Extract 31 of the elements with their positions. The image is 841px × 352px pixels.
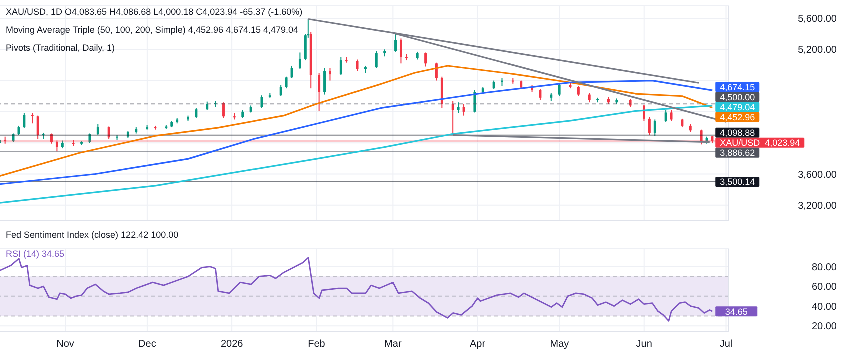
x-tick-label: Mar (384, 339, 402, 350)
x-tick-label: Dec (138, 339, 156, 350)
data-label: 4,452.96 (720, 112, 756, 122)
chart-title: RSI (14) 34.65 (6, 248, 65, 260)
x-tick-label: 2026 (220, 339, 244, 350)
y-tick-label: 40.00 (812, 302, 838, 313)
text: Moving Average Triple (50, 100, 200, Simple) 4,452.96 4,674.15 4,479.04 (6, 24, 299, 36)
x-tick-label: Jun (636, 339, 652, 350)
ref-line-label: XAU/USD 4,023.94 (720, 138, 800, 148)
x-tick-label: Feb (308, 339, 326, 350)
x-tick-label: Nov (56, 339, 74, 350)
data-label: 4,479.04 (720, 102, 756, 112)
y-tick-label: 60.00 (812, 282, 838, 294)
x-tick-label: Apr (470, 339, 486, 350)
x-tick-label: Jul (720, 339, 733, 350)
x-tick-label: May (550, 339, 570, 350)
ref-line-label: 4,500.00 (720, 92, 756, 102)
ref-line-label: 3,500.14 (720, 177, 756, 188)
chart-title: XAU/USD, 1D O4,083.65 H4,086.68 L4,000.18 C4,023.94 -65.37 (-1.60%) (6, 6, 303, 18)
y-tick-label: 5,200.00 (798, 45, 838, 56)
y-tick-label: 20.00 (812, 322, 838, 333)
text: Fed Sentiment Index (close) 122.42 100.00 (6, 229, 179, 241)
annotation: Pivots (Traditional, Daily, 1) (6, 42, 116, 54)
y-tick-label: 5,600.00 (798, 14, 838, 25)
ref-line-label: 4,098.88 (720, 128, 756, 138)
y-tick-label: 80.00 (812, 262, 838, 274)
y-tick-label: 3,600.00 (798, 170, 838, 181)
y-tick-label: 3,200.00 (798, 200, 838, 212)
data-label: 34.65 (725, 306, 748, 317)
ref-line-label: 3,886.62 (720, 148, 756, 158)
data-label: 4,674.15 (720, 82, 756, 92)
